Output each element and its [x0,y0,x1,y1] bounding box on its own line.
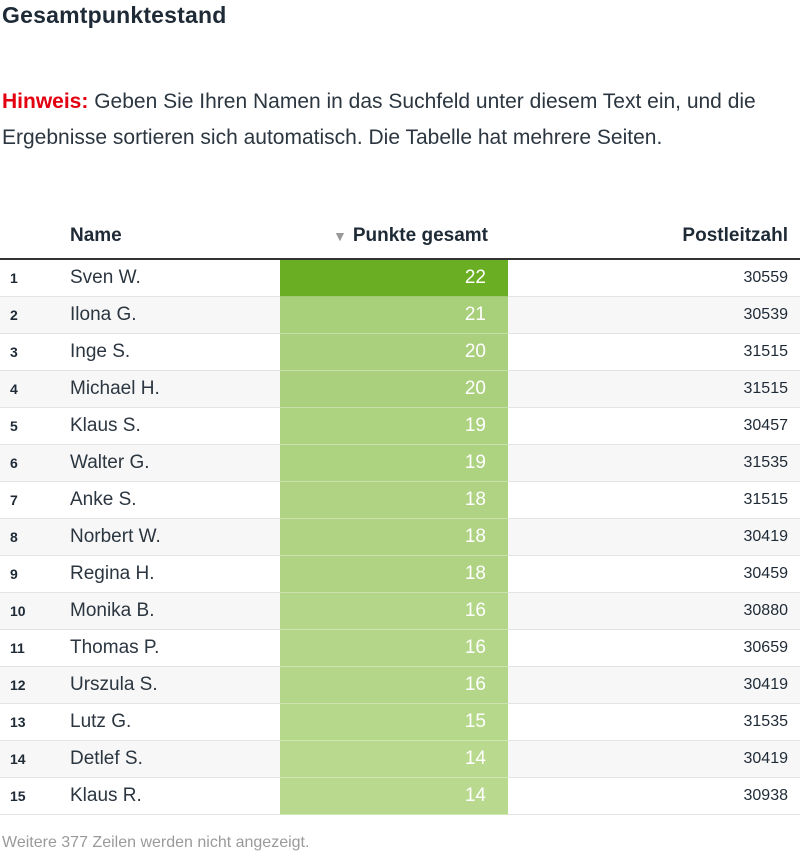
notice-body: Geben Sie Ihren Namen in das Suchfeld un… [2,90,756,149]
points-cell: 15 [280,703,508,741]
column-header-points-label: Punkte gesamt [352,225,488,246]
zip-cell: 31515 [508,333,800,371]
name-cell: Walter G. [70,444,280,482]
rank-cell: 9 [0,555,70,593]
name-cell: Thomas P. [70,629,280,667]
table-row: 8 Norbert W. 18 30419 [0,518,800,556]
rank-cell: 3 [0,333,70,371]
column-header-points[interactable]: ▼ Punkte gesamt [280,214,508,260]
sort-descending-icon: ▼ [332,228,347,244]
rank-cell: 12 [0,666,70,704]
page-title: Gesamtpunktestand [2,2,227,28]
rank-cell: 10 [0,592,70,630]
rank-cell: 13 [0,703,70,741]
points-cell: 20 [280,370,508,408]
table-row: 5 Klaus S. 19 30457 [0,407,800,445]
table-row: 4 Michael H. 20 31515 [0,370,800,408]
points-cell: 22 [280,259,508,297]
points-cell: 18 [280,555,508,593]
notice-label: Hinweis: [2,90,89,113]
points-cell: 19 [280,407,508,445]
name-cell: Michael H. [70,370,280,408]
zip-cell: 30659 [508,629,800,667]
notice-text: Hinweis: Geben Sie Ihren Namen in das Su… [2,84,792,156]
name-cell: Klaus S. [70,407,280,445]
name-cell: Sven W. [70,259,280,297]
name-cell: Anke S. [70,481,280,519]
column-header-zip[interactable]: Postleitzahl [508,214,800,260]
column-header-name[interactable]: Name [70,214,280,260]
name-cell: Inge S. [70,333,280,371]
table-row: 2 Ilona G. 21 30539 [0,296,800,334]
column-header-rank [0,214,70,260]
points-cell: 16 [280,666,508,704]
name-cell: Ilona G. [70,296,280,334]
table-row: 9 Regina H. 18 30459 [0,555,800,593]
table-row: 13 Lutz G. 15 31535 [0,703,800,741]
table-body: 1 Sven W. 22 30559 2 Ilona G. 21 30539 3 Inge S. 2… [0,259,800,815]
more-rows-note: Weitere 377 Zeilen werden nicht angezeig… [2,834,310,851]
rank-cell: 7 [0,481,70,519]
zip-cell: 31515 [508,370,800,408]
points-cell: 20 [280,333,508,371]
zip-cell: 30459 [508,555,800,593]
rank-cell: 4 [0,370,70,408]
points-cell: 16 [280,592,508,630]
table-row: 15 Klaus R. 14 30938 [0,777,800,815]
name-cell: Urszula S. [70,666,280,704]
table-row: 6 Walter G. 19 31535 [0,444,800,482]
points-cell: 16 [280,629,508,667]
table-header-row: Name ▼ Punkte gesamt Postleitzahl [0,214,800,260]
zip-cell: 31535 [508,703,800,741]
rank-cell: 14 [0,740,70,778]
name-cell: Norbert W. [70,518,280,556]
rank-cell: 11 [0,629,70,667]
table-row: 11 Thomas P. 16 30659 [0,629,800,667]
name-cell: Klaus R. [70,777,280,815]
table-row: 7 Anke S. 18 31515 [0,481,800,519]
table-row: 10 Monika B. 16 30880 [0,592,800,630]
scores-table: Name ▼ Punkte gesamt Postleitzahl 1 Sven W… [0,214,800,815]
table-row: 14 Detlef S. 14 30419 [0,740,800,778]
points-cell: 19 [280,444,508,482]
rank-cell: 2 [0,296,70,334]
rank-cell: 6 [0,444,70,482]
rank-cell: 15 [0,777,70,815]
points-cell: 18 [280,518,508,556]
points-cell: 14 [280,740,508,778]
points-cell: 18 [280,481,508,519]
name-cell: Monika B. [70,592,280,630]
points-cell: 14 [280,777,508,815]
zip-cell: 31535 [508,444,800,482]
zip-cell: 31515 [508,481,800,519]
name-cell: Regina H. [70,555,280,593]
zip-cell: 30457 [508,407,800,445]
zip-cell: 30880 [508,592,800,630]
rank-cell: 1 [0,259,70,297]
table-row: 1 Sven W. 22 30559 [0,259,800,297]
rank-cell: 5 [0,407,70,445]
zip-cell: 30419 [508,740,800,778]
zip-cell: 30559 [508,259,800,297]
zip-cell: 30539 [508,296,800,334]
table-row: 3 Inge S. 20 31515 [0,333,800,371]
points-cell: 21 [280,296,508,334]
zip-cell: 30419 [508,518,800,556]
name-cell: Lutz G. [70,703,280,741]
table-row: 12 Urszula S. 16 30419 [0,666,800,704]
zip-cell: 30938 [508,777,800,815]
zip-cell: 30419 [508,666,800,704]
rank-cell: 8 [0,518,70,556]
name-cell: Detlef S. [70,740,280,778]
